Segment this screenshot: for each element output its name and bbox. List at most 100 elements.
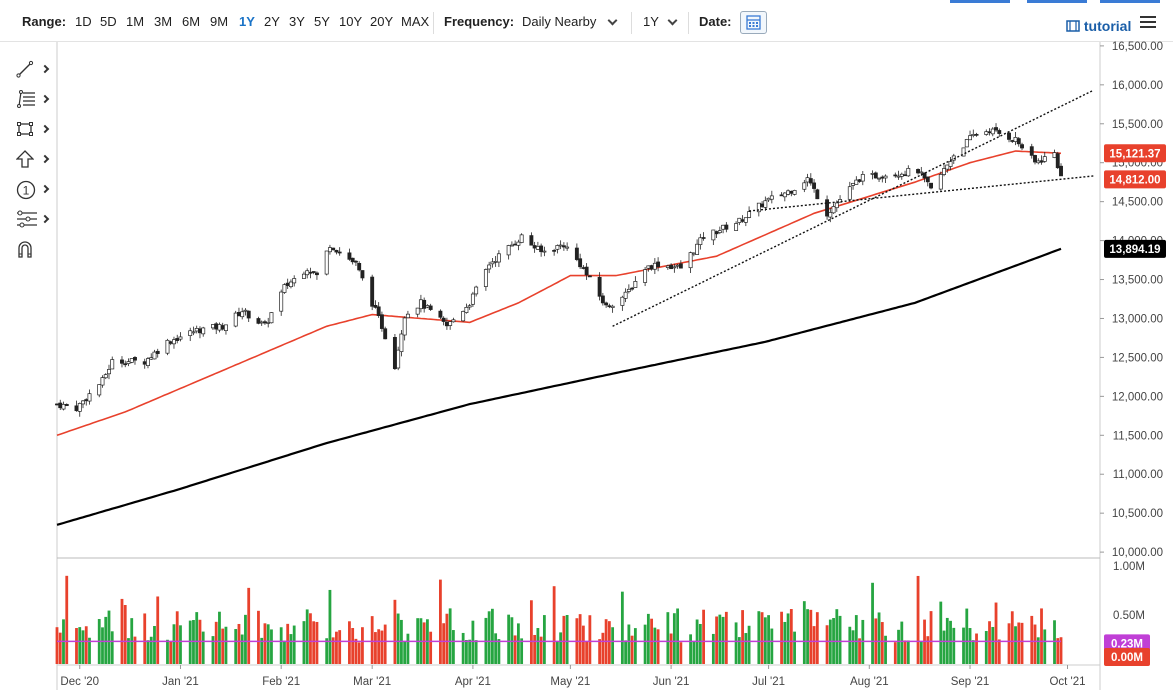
volume-bar (348, 621, 351, 664)
range-button-3y[interactable]: 3Y (289, 14, 305, 29)
candle-body (747, 211, 752, 218)
candle-body (461, 311, 466, 322)
hamburger-menu-icon[interactable] (1140, 16, 1156, 28)
volume-bar (403, 641, 407, 664)
candle-body (711, 229, 716, 241)
frequency-select[interactable]: Daily Nearby (522, 14, 597, 29)
volume-bar (1010, 611, 1014, 664)
volume-bar (393, 599, 397, 664)
volume-bar (305, 609, 309, 664)
candle-body (633, 281, 638, 288)
volume-bar (601, 632, 605, 664)
volume-bar (539, 636, 543, 664)
candle-body (669, 264, 674, 270)
candle-body (438, 310, 443, 318)
volume-bar (806, 609, 809, 664)
volume-bar (494, 633, 498, 664)
range-button-1d[interactable]: 1D (75, 14, 92, 29)
candle-body (396, 349, 401, 369)
chevron-down-icon[interactable] (667, 15, 678, 26)
volume-bar (832, 618, 835, 664)
magnet-tool-button[interactable] (16, 240, 50, 262)
volume-bar (1020, 622, 1024, 664)
volume-bar (965, 608, 969, 664)
range-button-max[interactable]: MAX (401, 14, 430, 29)
volume-bar (487, 611, 491, 664)
volume-bar (620, 591, 624, 664)
candle-body (444, 321, 449, 327)
chevron-right-icon (40, 154, 50, 164)
candle-body (834, 202, 839, 209)
volume-bar (906, 640, 910, 664)
volume-bar (1056, 638, 1060, 664)
arrow-tool-button[interactable] (15, 150, 50, 172)
line-tool-button[interactable] (16, 60, 50, 82)
candle-body (103, 374, 108, 379)
candle-body (870, 173, 875, 175)
annotation-tool-button[interactable]: 1 (16, 180, 50, 202)
last-value-label: 15,121.37 (1109, 148, 1160, 160)
volume-bar (439, 579, 442, 664)
volume-bar (266, 624, 270, 664)
candle-body (198, 328, 202, 334)
volume-bar (130, 618, 134, 664)
period-select[interactable]: 1Y (643, 14, 659, 29)
candle-body (97, 384, 102, 396)
volume-bar (396, 613, 400, 664)
tutorial-link[interactable]: tutorial (1066, 18, 1131, 34)
pattern-tool-button[interactable] (16, 210, 50, 232)
volume-bar (468, 639, 472, 664)
candle-body (675, 264, 680, 267)
volume-bar (221, 628, 225, 664)
range-button-1y[interactable]: 1Y (239, 14, 255, 29)
range-button-10y[interactable]: 10Y (339, 14, 363, 29)
chevron-down-icon[interactable] (607, 15, 618, 26)
volume-bar (939, 601, 943, 664)
range-button-3m[interactable]: 3M (154, 14, 173, 29)
candle-body (877, 177, 882, 180)
candle-body (334, 249, 339, 253)
chevron-right-icon (40, 124, 50, 134)
candle-body (994, 127, 998, 131)
volume-bar (838, 615, 842, 664)
candle-body (467, 305, 472, 308)
range-button-5y[interactable]: 5Y (314, 14, 330, 29)
volume-bar (156, 596, 160, 664)
volume-bar (559, 632, 563, 664)
volume-bar (101, 627, 104, 664)
top-toolbar: Range: 1D 5D 1M 3M 6M 9M 1Y 2Y 3Y 5Y 10Y 20Y MAX Fre… (0, 0, 1173, 42)
candle-body (324, 250, 329, 275)
candle-body (968, 135, 972, 141)
range-button-2y[interactable]: 2Y (264, 14, 280, 29)
candle-body (555, 245, 560, 250)
range-button-1m[interactable]: 1M (126, 14, 145, 29)
volume-bar (585, 641, 589, 664)
volume-bar (672, 613, 676, 664)
volume-bar (309, 613, 312, 664)
date-picker-button[interactable] (740, 11, 767, 34)
volume-bar (968, 628, 972, 664)
price-tick-label: 12,500.00 (1112, 352, 1163, 364)
fibonacci-tool-button[interactable] (16, 90, 50, 112)
volume-bar (192, 620, 195, 664)
volume-bar (533, 634, 537, 664)
volume-bar (84, 626, 88, 664)
volume-bar (1007, 623, 1011, 664)
volume-bar (835, 609, 839, 664)
volume-bar (198, 619, 202, 664)
candle-body (224, 324, 228, 331)
candle-body (331, 247, 336, 251)
range-button-5d[interactable]: 5D (100, 14, 117, 29)
range-button-9m[interactable]: 9M (210, 14, 229, 29)
volume-bar (1040, 608, 1043, 664)
range-button-20y[interactable]: 20Y (370, 14, 394, 29)
candle-body (990, 128, 995, 135)
volume-bar (1014, 626, 1017, 664)
volume-bar (786, 613, 790, 664)
candle-body (883, 175, 888, 179)
candle-body (581, 267, 586, 269)
candle-body (851, 183, 856, 186)
top-strip-1 (950, 0, 1010, 3)
rectangle-tool-button[interactable] (16, 120, 50, 142)
range-button-6m[interactable]: 6M (182, 14, 201, 29)
